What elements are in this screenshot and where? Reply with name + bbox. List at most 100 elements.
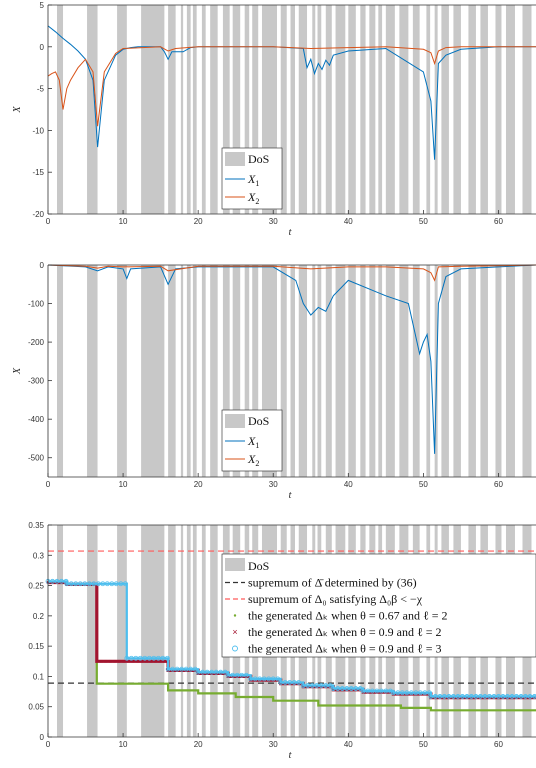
series-marker: [124, 655, 130, 661]
series-marker: [482, 694, 488, 699]
series-marker: [297, 682, 301, 685]
series-marker: [204, 669, 210, 675]
series-marker: [59, 578, 64, 584]
series-marker: [533, 696, 536, 699]
x-tick-label: 0: [46, 217, 51, 226]
series-marker: [305, 683, 311, 688]
series-marker: [136, 659, 139, 663]
series-marker: [109, 581, 115, 587]
series-marker: [319, 685, 323, 689]
dos-band: [232, 265, 241, 477]
dos-band: [468, 5, 476, 214]
x-tick-label: 10: [119, 217, 128, 226]
series-marker: [328, 685, 332, 689]
series-marker: [353, 686, 359, 691]
x-axis-label: t: [289, 750, 292, 761]
series-marker: [175, 669, 179, 672]
x-tick-label: 60: [494, 740, 503, 749]
series-marker: [318, 683, 324, 688]
series-marker: [339, 686, 345, 691]
series-marker: [51, 581, 54, 584]
dos-band: [453, 265, 461, 477]
y-tick-label: -100: [28, 300, 45, 309]
series-marker: [218, 669, 224, 675]
series-marker: [240, 675, 243, 678]
series-marker: [160, 655, 166, 661]
series-marker: [86, 581, 92, 587]
series-marker: [239, 672, 245, 678]
legend-label-x2: X2: [247, 190, 259, 206]
series-marker: [262, 678, 266, 682]
dos-band: [201, 265, 206, 477]
legend-swatch-dos: [225, 152, 245, 166]
series-marker: [127, 659, 130, 663]
dos-band: [317, 5, 322, 214]
dos-band: [280, 265, 287, 477]
y-tick-label: 0.05: [28, 703, 44, 712]
dos-band: [369, 265, 376, 477]
series-marker: [527, 694, 533, 699]
series-marker: [455, 694, 461, 699]
series-marker: [443, 696, 446, 699]
series-marker: [422, 690, 428, 696]
series-marker: [473, 694, 479, 699]
dos-band: [252, 5, 259, 214]
x-tick-label: 30: [269, 480, 278, 489]
series-marker: [336, 688, 340, 692]
series-marker: [413, 690, 419, 696]
series-marker: [100, 581, 106, 587]
series-marker: [414, 692, 418, 696]
dos-band: [312, 265, 316, 477]
series-marker: [478, 694, 483, 699]
series-marker: [324, 685, 328, 689]
x-tick-label: 30: [269, 217, 278, 226]
series-marker: [100, 659, 103, 663]
dos-band: [325, 265, 332, 477]
y-axis-label: X: [12, 367, 23, 375]
legend-label-x1: X1: [247, 434, 259, 450]
series-marker: [306, 685, 310, 689]
series-marker: [410, 692, 413, 696]
dos-band: [385, 265, 395, 477]
series-marker: [95, 659, 99, 663]
legend-swatch-theta09-l2: ×: [232, 627, 237, 637]
legend-swatch-theta067: [233, 614, 237, 617]
legend-label-3: the generated Δₖ when θ = 0.67 and ℓ = 2: [248, 609, 447, 623]
legend-label-dos: DoS: [248, 152, 269, 166]
series-marker: [225, 672, 231, 678]
y-tick-label: -15: [32, 168, 44, 177]
x-tick-label: 0: [46, 740, 51, 749]
x-axis-label: t: [289, 227, 292, 238]
series-marker: [442, 694, 447, 699]
series-marker: [354, 688, 358, 692]
series-marker: [166, 669, 170, 672]
series-marker: [214, 672, 218, 675]
series-marker: [104, 581, 110, 587]
dos-band: [441, 265, 449, 477]
series-marker: [60, 581, 63, 584]
series-marker: [275, 676, 281, 682]
series-marker: [142, 655, 148, 661]
series-marker: [296, 680, 302, 685]
series-marker: [487, 694, 492, 699]
dos-band: [312, 5, 316, 214]
series-marker: [257, 676, 263, 682]
x-tick-label: 50: [419, 480, 428, 489]
series-marker: [164, 655, 170, 661]
series-marker: [109, 659, 112, 663]
dos-band: [290, 5, 296, 214]
series-marker: [350, 688, 353, 692]
series-marker: [77, 581, 83, 587]
dos-band: [505, 5, 515, 214]
series-marker: [532, 694, 536, 699]
dos-band: [335, 5, 346, 214]
series-marker: [456, 696, 460, 699]
dos-band: [180, 525, 184, 737]
y-tick-label: -10: [32, 126, 44, 135]
dos-band: [201, 525, 206, 737]
series-marker: [149, 659, 153, 663]
dos-band: [426, 265, 431, 477]
series-marker: [82, 581, 88, 587]
series-marker: [213, 669, 219, 675]
y-tick-label: 0: [40, 261, 45, 270]
